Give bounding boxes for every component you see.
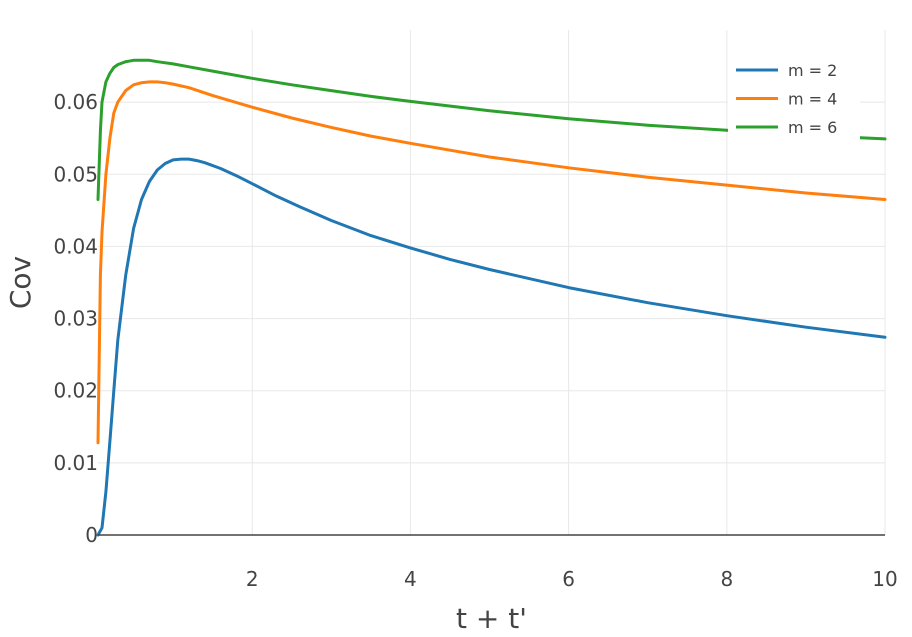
y-axis-ticks: 0 0.01 0.02 0.03 0.04 0.05 0.06 (53, 90, 98, 547)
y-axis-title: Cov (4, 256, 37, 309)
x-axis-title: t + t' (456, 602, 527, 633)
series-layer (96, 58, 887, 537)
y-tick-label: 0.01 (53, 451, 98, 475)
y-tick-label: 0.06 (53, 90, 98, 114)
series-line-2 (96, 80, 887, 445)
legend-label: m = 2 (788, 61, 837, 80)
y-tick-label: 0.02 (53, 379, 98, 403)
x-tick-label: 10 (872, 567, 897, 591)
series-line-1 (96, 157, 887, 537)
x-tick-label: 2 (246, 567, 259, 591)
legend-item[interactable]: m = 4 (736, 90, 837, 109)
grid-layer (98, 30, 886, 535)
y-tick-label: 0.04 (53, 234, 98, 258)
legend[interactable]: m = 2 m = 4 m = 6 (728, 56, 860, 142)
legend-item[interactable]: m = 2 (736, 61, 837, 80)
legend-label: m = 6 (788, 118, 837, 137)
legend-label: m = 4 (788, 90, 837, 109)
y-tick-label: 0.05 (53, 162, 98, 186)
y-tick-label: 0.03 (53, 307, 98, 331)
legend-item[interactable]: m = 6 (736, 118, 837, 137)
x-axis-ticks: 2 4 6 8 10 (246, 567, 898, 591)
series-line-3 (96, 58, 887, 201)
y-tick-label: 0 (85, 523, 98, 547)
x-tick-label: 4 (404, 567, 417, 591)
x-tick-label: 6 (562, 567, 575, 591)
x-tick-label: 8 (720, 567, 733, 591)
